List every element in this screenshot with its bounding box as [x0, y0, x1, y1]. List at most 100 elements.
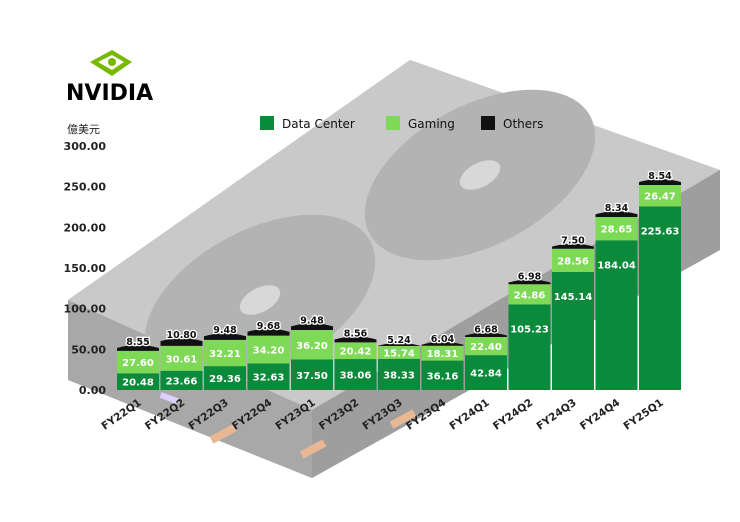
bars: 20.48 27.60 8.55 23.66 30.61 10.80 29.36 32.21 9…	[117, 170, 681, 390]
bar-data-center	[247, 363, 290, 390]
x-tick-label: FY25Q1	[621, 397, 665, 433]
data-label-data-center: 38.06	[340, 371, 372, 382]
bar-data-center	[552, 271, 594, 390]
data-label-data-center: 225.63	[641, 226, 680, 237]
data-label-others: 9.48	[213, 325, 237, 336]
bar-group: 29.36 32.21 9.48	[204, 324, 246, 390]
bar-others	[378, 342, 420, 347]
bar-group: 225.63 26.47 8.54	[639, 170, 681, 390]
bar-others	[595, 211, 638, 218]
data-label-data-center: 184.04	[597, 260, 636, 271]
x-tick-label: FY24Q2	[491, 397, 535, 433]
data-label-gaming: 22.40	[470, 342, 502, 353]
data-label-data-center: 38.33	[383, 370, 415, 381]
data-label-gaming: 24.86	[514, 290, 546, 301]
bar-others	[247, 328, 290, 336]
data-label-gaming: 28.65	[601, 225, 633, 236]
bar-data-center	[117, 373, 159, 390]
bar-data-center	[465, 355, 507, 390]
bar-group: 38.33 15.74 5.24	[378, 334, 420, 390]
bar-gaming	[334, 342, 377, 360]
bar-data-center	[334, 359, 377, 390]
data-label-gaming: 32.21	[209, 349, 241, 360]
bar-gaming	[204, 339, 246, 367]
data-label-others: 8.56	[344, 328, 368, 339]
bar-others	[334, 336, 377, 343]
data-label-others: 5.24	[387, 335, 411, 346]
bar-others	[465, 332, 507, 337]
legend-swatch	[386, 116, 400, 130]
nvidia-wordmark: NVIDIA	[66, 81, 153, 106]
data-label-gaming: 28.56	[557, 256, 589, 267]
bar-data-center	[160, 370, 203, 390]
bar-data-center	[595, 240, 638, 390]
data-label-others: 8.55	[126, 337, 149, 348]
y-tick-label: 300.00	[64, 140, 107, 153]
data-label-others: 9.48	[300, 315, 324, 326]
data-label-others: 7.50	[561, 236, 585, 247]
x-tick-label: FY24Q1	[447, 397, 491, 433]
legend-swatch	[481, 116, 495, 130]
data-label-gaming: 27.60	[122, 358, 154, 369]
data-label-data-center: 20.48	[122, 378, 154, 389]
legend-label: Gaming	[408, 117, 455, 131]
legend-swatch	[260, 116, 274, 130]
bar-gaming	[117, 350, 159, 374]
bar-gaming	[378, 346, 420, 359]
data-label-data-center: 145.14	[554, 292, 593, 303]
bar-group: 20.48 27.60 8.55	[117, 336, 159, 390]
bar-group: 37.50 36.20 9.48	[291, 314, 333, 390]
data-label-others: 9.68	[257, 321, 281, 332]
data-label-gaming: 34.20	[253, 346, 285, 357]
bar-data-center	[508, 304, 551, 390]
bar-group: 145.14 28.56 7.50	[552, 234, 594, 390]
y-tick-label: 200.00	[64, 221, 107, 234]
bar-data-center	[421, 360, 464, 390]
bar-gaming	[160, 345, 203, 371]
data-label-others: 8.34	[605, 203, 629, 214]
y-tick-label: 150.00	[64, 262, 107, 275]
legend-label: Others	[503, 117, 543, 131]
data-label-others: 10.80	[166, 330, 196, 341]
data-label-gaming: 15.74	[383, 348, 415, 359]
bar-others	[639, 179, 681, 185]
data-label-others: 6.68	[474, 325, 498, 336]
bar-data-center	[639, 206, 681, 390]
data-label-others: 6.04	[431, 334, 455, 345]
data-label-data-center: 36.16	[427, 371, 459, 382]
bar-gaming	[421, 345, 464, 361]
data-label-data-center: 23.66	[166, 376, 198, 387]
data-label-data-center: 32.63	[253, 373, 285, 384]
bar-gaming	[552, 248, 594, 272]
bar-gaming	[639, 184, 681, 207]
y-axis-unit: 億美元	[67, 123, 100, 136]
bar-data-center	[291, 359, 333, 390]
bar-others	[160, 338, 203, 346]
bar-gaming	[508, 284, 551, 305]
bar-group: 23.66 30.61 10.80	[160, 329, 203, 390]
bar-group: 32.63 34.20 9.68	[247, 320, 290, 390]
data-label-data-center: 42.84	[470, 369, 502, 380]
bar-group: 105.23 24.86 6.98	[508, 270, 551, 390]
data-label-others: 6.98	[518, 272, 542, 283]
data-label-data-center: 29.36	[209, 374, 241, 385]
nvidia-logo: NVIDIA	[66, 50, 153, 106]
bar-data-center	[204, 366, 246, 390]
bar-others	[291, 323, 333, 331]
bar-data-center	[378, 358, 420, 390]
data-label-gaming: 20.42	[340, 347, 372, 358]
data-label-data-center: 105.23	[510, 324, 549, 335]
bar-others	[421, 341, 464, 346]
data-label-others: 8.54	[648, 171, 672, 182]
bar-others	[508, 279, 551, 285]
bar-others	[117, 344, 159, 351]
bar-gaming	[291, 330, 333, 360]
data-label-gaming: 26.47	[644, 192, 676, 203]
bar-others	[552, 243, 594, 249]
legend: Data Center Gaming Others	[260, 116, 543, 131]
bar-gaming	[595, 217, 638, 241]
y-tick-label: 100.00	[64, 303, 107, 316]
y-tick-label: 0.00	[79, 384, 106, 397]
